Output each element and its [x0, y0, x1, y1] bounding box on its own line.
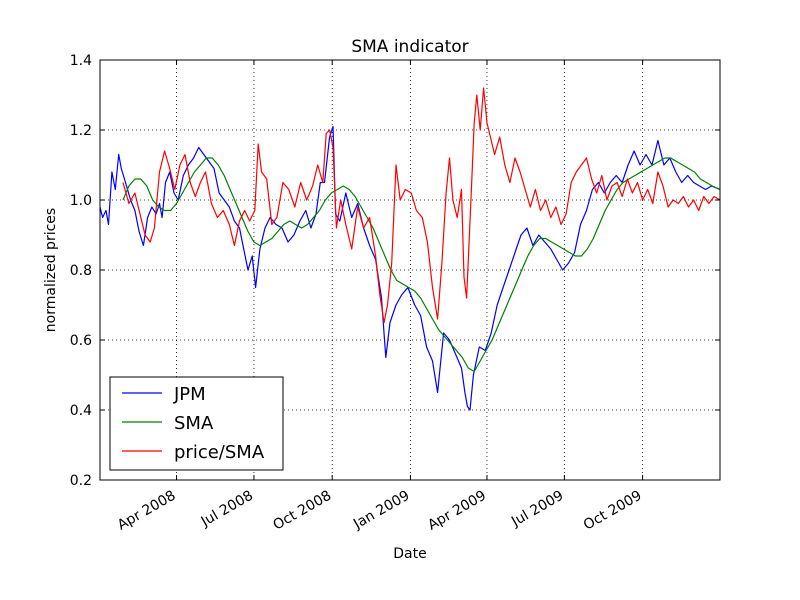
legend-label: SMA — [174, 413, 214, 434]
y-tick-label: 0.6 — [70, 333, 92, 349]
legend-label: JPM — [173, 384, 206, 405]
y-tick-label: 0.2 — [70, 473, 92, 489]
y-tick-label: 1.4 — [70, 53, 92, 69]
chart-title: SMA indicator — [351, 37, 468, 57]
y-tick-label: 0.4 — [70, 403, 92, 419]
x-axis-label: Date — [393, 546, 426, 562]
legend: JPM SMA price/SMA — [110, 377, 283, 470]
y-tick-label: 1.2 — [70, 123, 92, 139]
y-tick-label: 0.8 — [70, 263, 92, 279]
y-axis-label: normalized prices — [43, 208, 59, 332]
y-tick-label: 1.0 — [70, 193, 92, 209]
legend-label: price/SMA — [174, 442, 265, 463]
